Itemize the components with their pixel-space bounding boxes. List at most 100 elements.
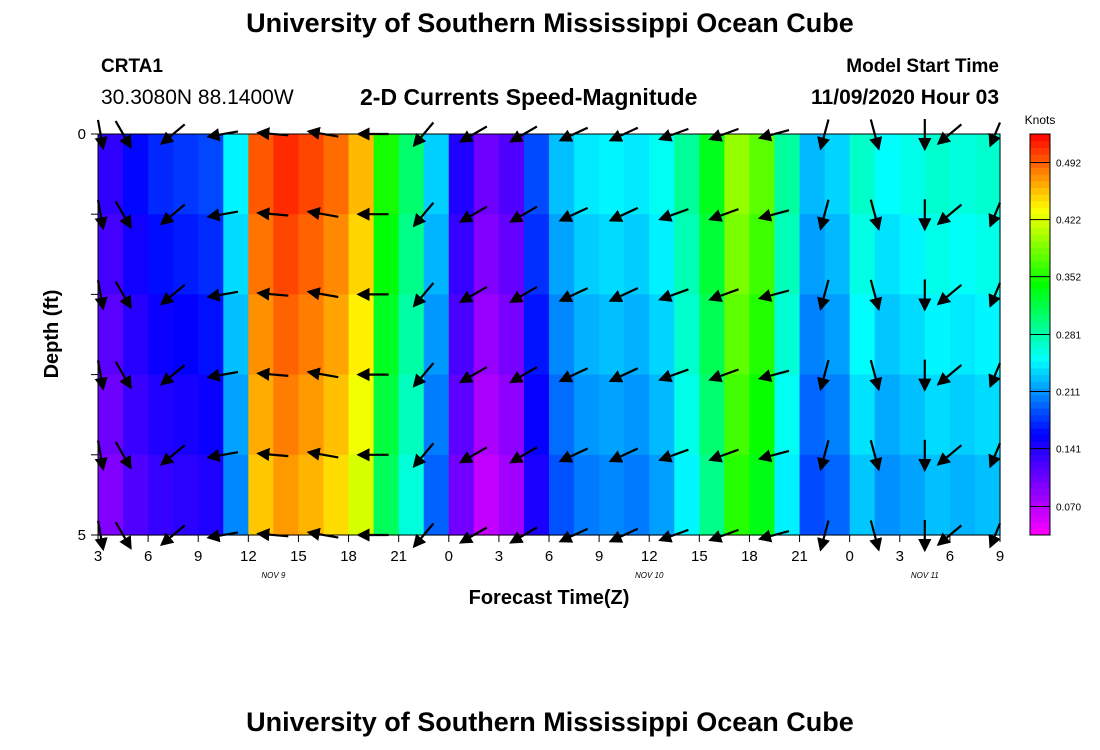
x-tick-label: 9 [194,548,202,565]
heatmap-cell [148,214,174,295]
heatmap-cell [749,454,776,536]
heatmap-cell [624,294,650,376]
current-vector-arrow [306,367,339,381]
heatmap-cell [423,134,450,215]
current-vector-arrow [708,208,739,222]
colorbar-segment [1030,307,1050,315]
heatmap-cell [899,214,926,295]
heatmap-cell [674,374,700,456]
current-vector-arrow [608,206,639,222]
colorbar-segment [1030,287,1050,295]
heatmap-cell [398,374,425,456]
heatmap-cell [699,454,725,536]
heatmap-cell [724,374,751,456]
current-vector-arrow [708,368,739,383]
colorbar-segment [1030,421,1050,429]
colorbar-segment [1030,187,1050,195]
day-label: NOV 11 [911,571,939,580]
current-vector-arrow [412,201,435,228]
colorbar-segment [1030,434,1050,442]
heatmap-cell [273,134,300,215]
heatmap-cell [473,294,500,376]
heatmap-cell [148,294,174,376]
colorbar-segment [1030,374,1050,382]
current-vector-arrow [817,359,830,392]
heatmap-cell [574,454,600,536]
heatmap-cell [448,214,475,295]
x-tick-label: 3 [94,548,102,565]
colorbar-segment [1030,481,1050,489]
heatmap-cell [123,134,149,215]
colorbar-segment [1030,401,1050,409]
heatmap-cell [398,214,425,295]
heatmap-cell [574,134,600,215]
heatmap-cell [423,454,450,536]
colorbar-tick-label: 0.211 [1056,388,1081,399]
heatmap-cell [549,134,575,215]
x-tick-label: 9 [996,548,1004,565]
heatmap-cell [724,454,751,536]
axes: 3 6 9 12 15 18 21 0 3 6 9 12 15 18 21 0 3 6 9 NOV 9 NOV 10 NO… [78,126,1005,580]
x-tick-label: 12 [240,548,257,565]
heatmap-cell [549,294,575,376]
heatmap-cell [248,134,274,215]
heatmap-cell [749,214,776,295]
heatmap-cell [223,214,249,295]
colorbar-segment [1030,381,1050,389]
colorbar-segment [1030,254,1050,262]
heatmap-cell [599,134,625,215]
current-vector-arrow [206,448,239,462]
heatmap-cell [974,134,1001,215]
colorbar-segment [1030,274,1050,282]
heatmap-cell [774,134,801,215]
colorbar-segment [1030,468,1050,476]
current-vector-arrow [306,287,339,301]
colorbar-segment [1030,160,1050,168]
heatmap-cells [98,134,1001,536]
heatmap-cell [649,454,675,536]
current-vector-arrow [256,287,289,301]
current-vector-arrow [869,440,883,472]
x-tick-label: 12 [641,548,658,565]
colorbar-segment [1030,260,1050,269]
heatmap-cell [523,454,550,536]
heatmap-cell [949,454,976,536]
heatmap-cell [974,374,1001,456]
heatmap-cell [774,374,801,456]
current-vector-arrow [988,202,1002,228]
heatmap-cell [574,294,600,376]
x-tick-label: 0 [845,548,853,565]
colorbar-segment [1030,528,1050,536]
page-title: University of Southern Mississippi Ocean… [246,8,854,38]
current-vector-arrow [757,449,790,463]
heatmap-cell [173,294,199,376]
heatmap-cell [674,454,700,536]
heatmap-cell [924,134,951,215]
heatmap-cell [323,294,350,376]
colorbar-tick-label: 0.492 [1056,159,1081,170]
current-vector-arrow [869,199,883,231]
colorbar-tick-label: 0.141 [1056,445,1081,456]
heatmap-cell [624,374,650,456]
heatmap-cell [273,294,300,376]
x-tick-label: 3 [495,548,503,565]
heatmap-cell [248,214,274,295]
x-tick-label: 21 [791,548,808,565]
heatmap-cell [949,214,976,295]
current-vector-arrow [608,447,639,463]
colorbar-segment [1030,428,1050,436]
heatmap-cell [323,374,350,456]
heatmap-cell [298,374,325,456]
colorbar-segment [1030,334,1050,342]
heatmap-cell [223,374,249,456]
heatmap-cell [348,294,375,376]
colorbar-segment [1030,408,1050,416]
heatmap-cell [624,214,650,295]
heatmap-cell [348,134,375,215]
current-vector-arrow [988,282,1002,308]
heatmap-cell [348,374,375,456]
current-vector-arrow [114,280,132,310]
colorbar-segment [1030,174,1050,182]
heatmap-cell [599,374,625,456]
colorbar-segment [1030,414,1050,422]
